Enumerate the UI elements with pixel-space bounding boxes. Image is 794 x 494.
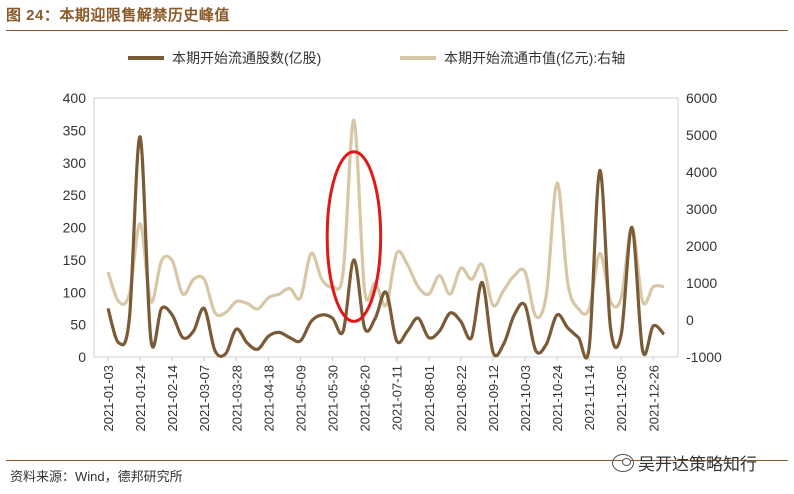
legend-swatch-value [400, 56, 436, 60]
x-tick-label: 2021-12-26 [646, 365, 661, 432]
x-tick-label: 2021-01-24 [133, 365, 148, 432]
x-tick-label: 2021-06-20 [358, 365, 373, 432]
footer-rule [6, 460, 788, 461]
legend-item-value: 本期开始流通市值(亿元):右轴 [400, 48, 625, 68]
source-note: 资料来源：Wind，德邦研究所 [10, 469, 183, 484]
x-tick-label: 2021-02-14 [165, 365, 180, 432]
chart-area: 0 50 100 150 200 250 300 350 400 -1000 0 1000 2000 30… [63, 90, 722, 432]
y2-tick-label: 5000 [686, 127, 717, 143]
y2-tick-label: 3000 [686, 201, 717, 217]
y2-tick-label: -1000 [686, 349, 722, 365]
x-tick-label: 2021-03-28 [229, 365, 244, 432]
y2-tick-label: 1000 [686, 275, 717, 291]
y-tick-label: 200 [63, 220, 87, 236]
legend-swatch-shares [128, 56, 164, 60]
x-tick-label: 2021-03-07 [197, 365, 212, 432]
watermark-text: 吴开达策略知行 [638, 455, 757, 474]
y-tick-label: 0 [78, 349, 86, 365]
highlight-ellipse [325, 150, 383, 323]
x-tick-label: 2021-05-09 [293, 365, 308, 432]
title-rule [6, 30, 788, 31]
x-tick-label: 2021-10-03 [518, 365, 533, 432]
y2-tick-label: 2000 [686, 238, 717, 254]
x-tick-label: 2021-08-22 [454, 365, 469, 432]
figure-title: 图 24：本期迎限售解禁历史峰值 [6, 7, 230, 24]
x-tick-label: 2021-07-11 [390, 365, 405, 431]
legend-label-value: 本期开始流通市值(亿元):右轴 [444, 50, 626, 66]
y-tick-label: 100 [63, 284, 87, 300]
y2-tick-label: 0 [686, 312, 694, 328]
legend-item-shares: 本期开始流通股数(亿股) [128, 48, 321, 68]
plot-frame [93, 97, 679, 358]
series-line-shares [106, 135, 666, 360]
x-tick-label: 2021-09-12 [486, 365, 501, 432]
y-tick-label: 150 [63, 252, 87, 268]
series-line-value [106, 118, 665, 320]
x-tick-label: 2021-12-05 [614, 365, 629, 432]
y2-tick-label: 6000 [686, 90, 717, 106]
y-tick-label: 250 [63, 187, 87, 203]
x-tick-label: 2021-08-01 [422, 365, 437, 432]
watermark: 吴开达策略知行 [612, 450, 757, 475]
x-tick-label: 2021-05-30 [326, 365, 341, 432]
x-tick-label: 2021-04-18 [261, 365, 276, 432]
x-tick-label: 2021-10-24 [550, 365, 565, 432]
y-tick-label: 350 [63, 122, 87, 138]
y2-tick-label: 4000 [686, 164, 717, 180]
y-tick-label: 50 [70, 317, 86, 333]
wechat-icon [612, 453, 634, 472]
legend-label-shares: 本期开始流通股数(亿股) [172, 50, 322, 66]
x-tick-label: 2021-01-03 [101, 365, 116, 432]
x-tick-label: 2021-11-14 [582, 365, 597, 431]
y-tick-label: 300 [63, 155, 87, 171]
y-tick-label: 400 [63, 90, 87, 106]
